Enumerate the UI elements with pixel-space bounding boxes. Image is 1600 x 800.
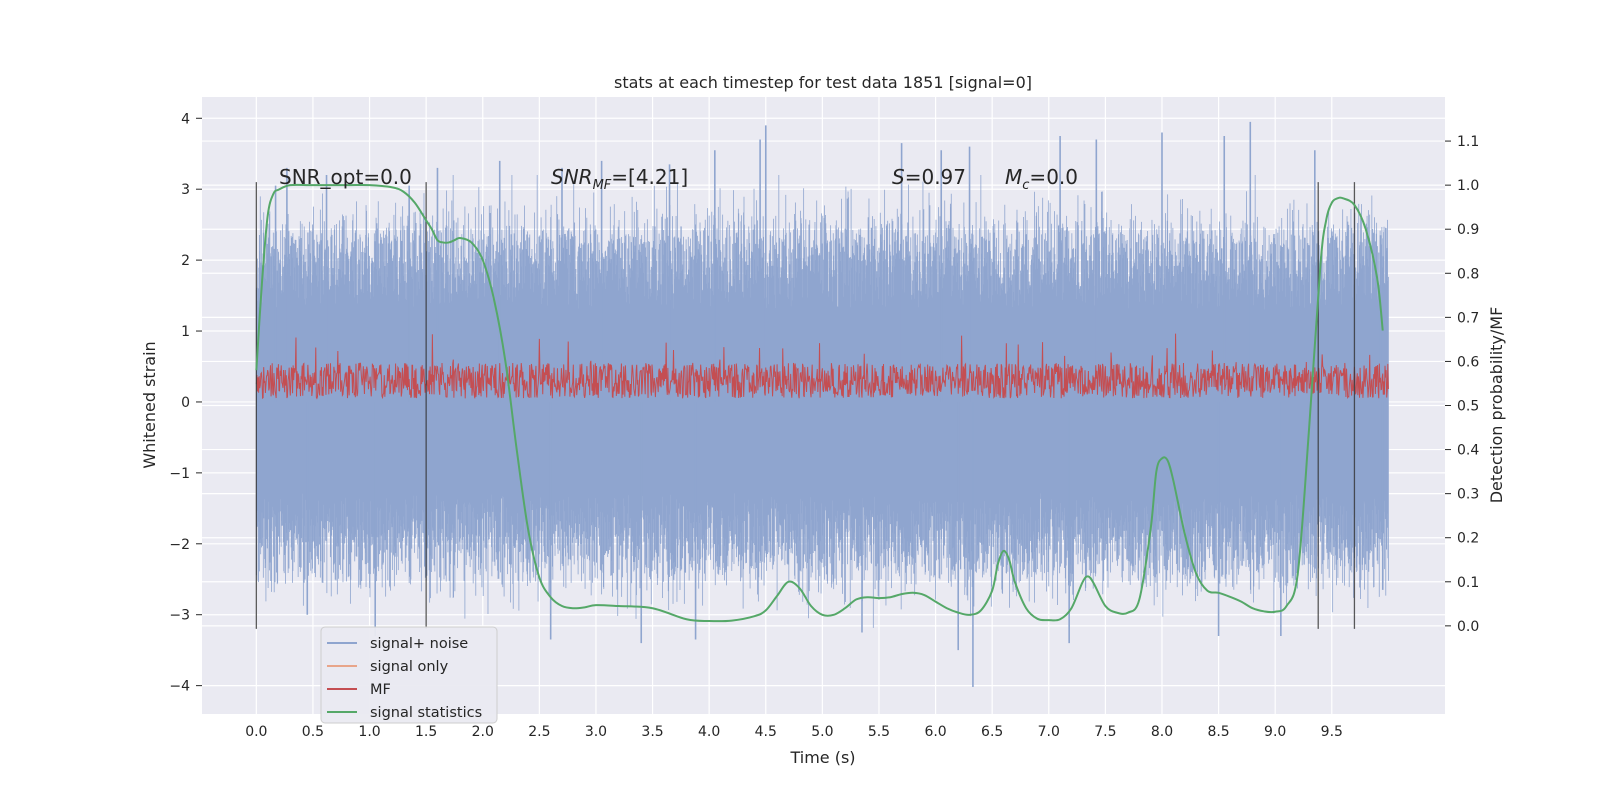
y-tick-label: −1 xyxy=(169,466,190,482)
y-tick-label: 2 xyxy=(181,253,190,269)
y-tick-label: 3 xyxy=(181,182,190,198)
x-tick-label: 1.5 xyxy=(415,724,437,740)
vertical-markers xyxy=(255,182,1356,629)
annotation-snr-opt: SNR_opt=0.0 xyxy=(279,165,412,189)
right-y-tick-label: 1.1 xyxy=(1457,134,1479,150)
right-y-axis-label: Detection probability/MF xyxy=(1487,307,1506,504)
legend-label: signal statistics xyxy=(370,705,482,721)
legend-box xyxy=(320,626,498,724)
x-tick-label: 2.0 xyxy=(472,724,494,740)
y-tick-label: 4 xyxy=(181,111,190,127)
x-axis-ticks: 0.0 0.5 1.0 1.5 2.0 2.5 3.0 3.5 4.0 4.5 5.0 5.5 6.0 6… xyxy=(245,724,1343,740)
right-y-tick-label: 0.8 xyxy=(1457,266,1479,282)
mf-series xyxy=(255,333,1389,400)
right-y-tick-label: 0.0 xyxy=(1457,619,1479,635)
signal-noise-extremes xyxy=(274,121,1384,688)
annotations: SNR_opt=0.0 SNRMF=[4.21] S=0.97 Mc=0.0 xyxy=(279,165,1078,193)
signal-statistics-line xyxy=(255,183,1384,623)
signal-statistics-series xyxy=(255,183,1384,623)
right-y-tick-label: 1.0 xyxy=(1457,178,1479,194)
x-tick-label: 3.0 xyxy=(585,724,607,740)
y-tick-label: 1 xyxy=(181,324,190,340)
x-tick-label: 9.5 xyxy=(1321,724,1343,740)
right-y-tick-label: 0.5 xyxy=(1457,399,1479,415)
chart-title: stats at each timestep for test data 185… xyxy=(614,73,1032,92)
annotation-snr-mf: SNRMF=[4.21] xyxy=(551,165,688,193)
annotation-s-value: 0.97 xyxy=(921,165,966,189)
annotation-s: S=0.97 xyxy=(892,165,966,189)
legend-label: signal+ noise xyxy=(370,636,468,652)
x-tick-label: 4.5 xyxy=(755,724,777,740)
right-y-tick-label: 0.2 xyxy=(1457,531,1479,547)
legend: signal+ noise signal only MF signal statist… xyxy=(320,626,498,724)
right-y-tick-label: 0.3 xyxy=(1457,487,1479,503)
annotation-mc: Mc=0.0 xyxy=(1005,165,1078,193)
right-y-tick-label: 0.9 xyxy=(1457,222,1479,238)
x-tick-label: 1.0 xyxy=(358,724,380,740)
y-tick-label: −3 xyxy=(169,608,190,624)
x-tick-label: 7.0 xyxy=(1038,724,1060,740)
y-tick-label: −4 xyxy=(169,679,190,695)
x-tick-label: 6.5 xyxy=(981,724,1003,740)
right-y-tick-label: 0.4 xyxy=(1457,443,1479,459)
x-tick-label: 0.5 xyxy=(302,724,324,740)
y-axis-label: Whitened strain xyxy=(140,341,159,468)
right-y-tick-label: 0.1 xyxy=(1457,575,1479,591)
y-tick-label: 0 xyxy=(181,395,190,411)
y-axis-ticks: 4 3 2 1 0 −1 −2 −3 −4 xyxy=(169,111,202,695)
x-tick-label: 8.0 xyxy=(1151,724,1173,740)
x-tick-label: 3.5 xyxy=(641,724,663,740)
x-tick-label: 0.0 xyxy=(245,724,267,740)
right-y-tick-label: 0.7 xyxy=(1457,310,1479,326)
mf-line xyxy=(255,333,1389,400)
x-tick-label: 5.5 xyxy=(868,724,890,740)
x-tick-label: 7.5 xyxy=(1094,724,1116,740)
right-y-axis-ticks: 0.0 0.1 0.2 0.3 0.4 0.5 0.6 0.7 0.8 0.9 1.0 1.1 xyxy=(1445,134,1479,635)
x-tick-label: 4.0 xyxy=(698,724,720,740)
annotation-snr-mf-value: [4.21] xyxy=(628,165,688,189)
annotation-mc-value: 0.0 xyxy=(1046,165,1078,189)
legend-label: MF xyxy=(370,682,391,698)
x-tick-label: 9.0 xyxy=(1264,724,1286,740)
legend-label: signal only xyxy=(370,659,449,675)
y-tick-label: −2 xyxy=(169,537,190,553)
right-y-tick-label: 0.6 xyxy=(1457,354,1479,370)
x-tick-label: 5.0 xyxy=(811,724,833,740)
x-tick-label: 6.0 xyxy=(924,724,946,740)
x-axis-label: Time (s) xyxy=(789,748,855,767)
x-tick-label: 8.5 xyxy=(1207,724,1229,740)
x-tick-label: 2.5 xyxy=(528,724,550,740)
